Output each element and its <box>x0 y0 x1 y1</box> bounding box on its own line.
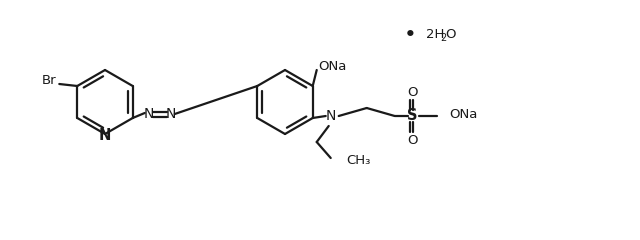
Text: 2: 2 <box>440 33 446 43</box>
Text: N: N <box>99 128 111 144</box>
Text: O: O <box>445 28 456 41</box>
Text: CH₃: CH₃ <box>347 155 371 168</box>
Text: N: N <box>326 109 336 123</box>
Text: N: N <box>166 107 176 121</box>
Text: N: N <box>143 107 154 121</box>
Text: ONa: ONa <box>319 60 347 72</box>
Text: O: O <box>408 85 418 98</box>
Text: Br: Br <box>42 74 56 88</box>
Text: O: O <box>408 133 418 146</box>
Text: 2H: 2H <box>426 28 444 41</box>
Text: ONa: ONa <box>450 108 478 121</box>
Text: •: • <box>404 25 417 45</box>
Text: S: S <box>408 108 418 124</box>
